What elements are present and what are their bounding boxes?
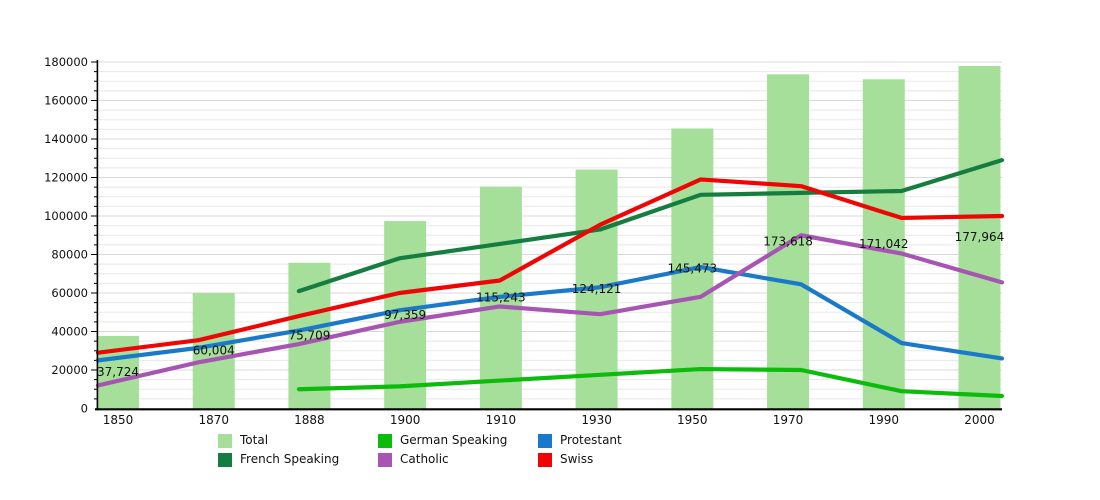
x-axis-label: 1910 <box>486 413 517 427</box>
german-speaking-swatch <box>378 433 392 448</box>
legend-item-german-speaking: German Speaking <box>378 433 507 448</box>
legend-item-swiss: Swiss <box>538 452 593 467</box>
legend-label: French Speaking <box>240 452 340 466</box>
x-axis-label: 2000 <box>964 413 995 427</box>
x-axis-label: 1970 <box>773 413 804 427</box>
legend-label: Total <box>240 433 269 447</box>
swiss-swatch <box>538 452 552 467</box>
y-axis-label: 180000 <box>44 55 88 69</box>
bar-value-label: 37,724 <box>97 365 139 379</box>
protestant-swatch <box>538 433 552 448</box>
x-axis-label: 1888 <box>294 413 325 427</box>
bar-value-label: 171,042 <box>859 237 909 251</box>
y-axis-label: 80000 <box>51 248 88 262</box>
bar-1990 <box>862 79 905 409</box>
line-swiss <box>95 177 1005 355</box>
x-axis-label: 1930 <box>581 413 612 427</box>
line-german-speaking <box>296 366 1005 399</box>
bar-value-label: 115,243 <box>476 291 526 305</box>
x-axis-label: 1850 <box>103 413 134 427</box>
line-protestant <box>95 264 1005 363</box>
y-axis-label: 100000 <box>44 209 88 223</box>
bar-value-label: 75,709 <box>288 329 330 343</box>
legend-label: Protestant <box>560 433 622 447</box>
bar-value-label: 173,618 <box>763 234 813 248</box>
y-axis-label: 40000 <box>51 325 88 339</box>
y-axis-label: 120000 <box>44 171 88 185</box>
y-axis-label: 60000 <box>51 286 88 300</box>
bar-1900 <box>384 221 427 409</box>
x-axis-label: 1870 <box>198 413 229 427</box>
legend-label: German Speaking <box>400 433 508 447</box>
catholic-swatch <box>378 452 392 467</box>
legend-item-catholic: Catholic <box>378 452 449 467</box>
bar-value-label: 124,121 <box>572 282 622 296</box>
y-axis-label: 0 <box>81 402 88 416</box>
bar-value-label: 97,359 <box>384 308 426 322</box>
x-axis-label: 1950 <box>677 413 708 427</box>
x-axis-label: 1990 <box>868 413 899 427</box>
y-axis-label: 160000 <box>44 94 88 108</box>
bar-value-label: 60,004 <box>193 344 235 358</box>
french-speaking-swatch <box>218 452 232 467</box>
y-axis-label: 20000 <box>51 363 88 377</box>
line-french-speaking <box>296 158 1005 294</box>
legend-label: Catholic <box>400 452 449 466</box>
x-axis-label: 1900 <box>390 413 421 427</box>
legend-item-french-speaking: French Speaking <box>218 452 339 467</box>
legend-item-protestant: Protestant <box>538 433 622 448</box>
legend-item-total: Total <box>218 433 268 448</box>
bar-value-label: 145,473 <box>668 261 718 275</box>
line-catholic <box>95 233 1005 388</box>
y-axis-label: 140000 <box>44 132 88 146</box>
chart-legend: Total German Speaking Protestant French … <box>218 433 778 473</box>
bar-1870 <box>192 292 235 409</box>
legend-label: Swiss <box>560 452 594 466</box>
total-swatch <box>218 433 232 448</box>
bar-value-label: 177,964 <box>955 230 1005 244</box>
